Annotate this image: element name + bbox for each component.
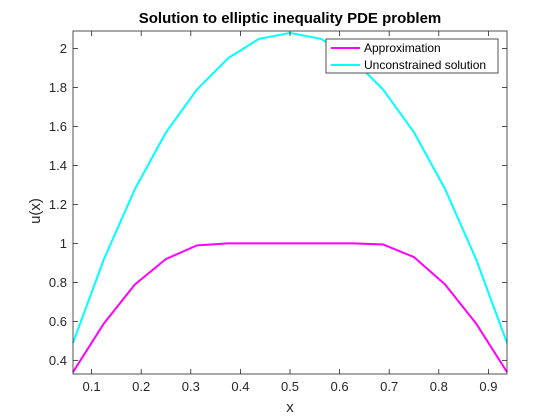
legend-label-approximation: Approximation xyxy=(364,41,441,55)
y-tick-label: 1.6 xyxy=(49,119,67,134)
x-tick-label: 0.2 xyxy=(132,379,150,394)
x-tick-label: 0.8 xyxy=(430,379,448,394)
x-axis-label: x xyxy=(286,399,294,416)
y-tick-label: 1 xyxy=(60,236,67,251)
x-tick-label: 0.1 xyxy=(83,379,101,394)
x-tick-label: 0.5 xyxy=(281,379,299,394)
axes-box xyxy=(72,30,508,375)
plot-area xyxy=(73,31,507,374)
x-tick-label: 0.3 xyxy=(182,379,200,394)
y-tick-label: 0.4 xyxy=(49,353,67,368)
y-tick-label: 1.2 xyxy=(49,197,67,212)
y-axis-label: u(x) xyxy=(27,198,44,224)
y-tick-label: 0.8 xyxy=(49,275,67,290)
chart-title: Solution to elliptic inequality PDE prob… xyxy=(139,10,442,27)
legend-label-unconstrained: Unconstrained solution xyxy=(364,58,486,72)
legend-box xyxy=(325,38,499,74)
x-tick-label: 0.9 xyxy=(479,379,497,394)
x-tick-label: 0.7 xyxy=(380,379,398,394)
legend: Approximation Unconstrained solution xyxy=(325,38,499,74)
y-tick-label: 2 xyxy=(60,41,67,56)
y-tick-label: 1.8 xyxy=(49,80,67,95)
y-tick-label: 0.6 xyxy=(49,314,67,329)
approximation-line xyxy=(72,242,508,373)
y-tick-label: 1.4 xyxy=(49,158,67,173)
x-tick-label: 0.4 xyxy=(231,379,249,394)
x-tick-label: 0.6 xyxy=(331,379,349,394)
tick-layer: 0.1 0.2 0.3 0.4 0.5 0.6 0.7 0.8 0.9 0.4 0.6 0.8 1 1.2… xyxy=(49,31,507,394)
